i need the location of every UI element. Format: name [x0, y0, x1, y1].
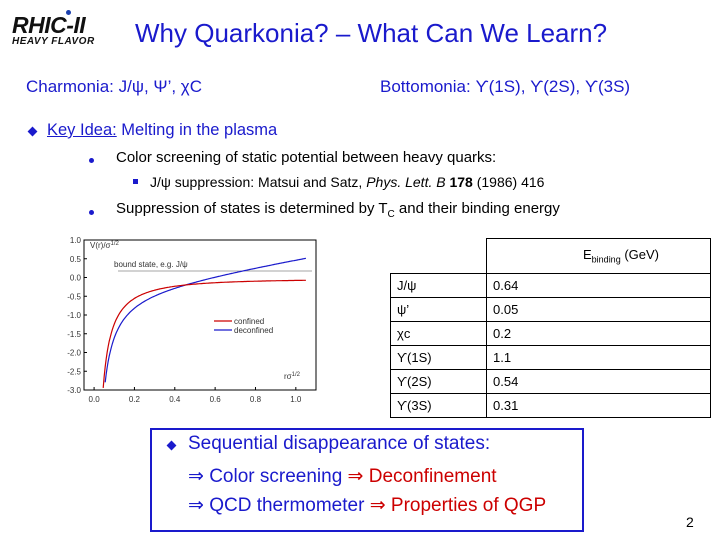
key-idea: Key Idea: Melting in the plasma — [47, 121, 277, 140]
bound-state-label: bound state, e.g. J/ψ — [114, 260, 188, 269]
energy-cell: 1.1 — [486, 345, 711, 370]
state-cell: ϒ(3S) — [390, 393, 487, 418]
table-row: ϒ(1S) 1.1 — [390, 345, 711, 370]
state-cell: ψ’ — [390, 297, 487, 322]
summary-line1: Sequential disappearance of states: — [188, 433, 491, 454]
summary-line3: ⇒ QCD thermometer ⇒ Properties of QGP — [188, 494, 546, 517]
suppression-sub: C — [387, 209, 395, 220]
table-header-row: Ebinding (GeV) — [390, 238, 711, 274]
bullet-suppression: Suppression of states is determined by T… — [116, 200, 560, 220]
state-cell: ϒ(2S) — [390, 369, 487, 394]
qcd-thermometer-text: QCD thermometer — [209, 495, 370, 516]
table-row: χc 0.2 — [390, 321, 711, 346]
energy-cell: 0.05 — [486, 297, 711, 322]
table-header-blank — [390, 238, 487, 274]
y-tick-label: 0.0 — [70, 274, 82, 283]
y-tick-label: -1.0 — [67, 311, 81, 320]
x-axis-label: rσ1/2 — [284, 372, 301, 381]
state-cell: J/ψ — [390, 273, 487, 298]
diamond-bullet-icon — [27, 126, 38, 137]
energy-cell: 0.2 — [486, 321, 711, 346]
energy-cell: 0.64 — [486, 273, 711, 298]
state-cell: χc — [390, 321, 487, 346]
ref-journal: Phys. Lett. B — [366, 174, 446, 190]
x-tick-label: 0.4 — [169, 395, 181, 404]
table-header-energy: Ebinding (GeV) — [486, 238, 711, 274]
bottomonia-heading: Bottomonia: ϒ(1S), ϒ(2S), ϒ(3S) — [380, 77, 631, 96]
y-tick-label: -1.5 — [67, 330, 81, 339]
x-ticks: 0.0 0.2 0.4 0.6 0.8 1.0 — [89, 387, 302, 404]
implies-icon: ⇒ — [347, 466, 364, 487]
deconfinement-text: Deconfinement — [368, 466, 497, 487]
potential-plot: 1.0 0.5 0.0 -0.5 -1.0 -1.5 -2.0 -2.5 -3.0 0.0 0.2… — [67, 236, 317, 404]
ref-post: (1986) 416 — [472, 174, 545, 190]
round-bullet-icon — [89, 158, 94, 163]
bullet-matsui-satz: J/ψ suppression: Matsui and Satz, Phys. … — [150, 174, 544, 190]
summary-line2: ⇒ Color screening ⇒ Deconfinement — [188, 465, 497, 488]
x-tick-label: 0.0 — [89, 395, 101, 404]
implies-icon: ⇒ — [369, 495, 386, 516]
rhic-ii-logo: RHIC-II HEAVY FLAVOR — [8, 10, 114, 50]
qgp-properties-text: Properties of QGP — [390, 495, 547, 516]
y-tick-label: 1.0 — [70, 236, 82, 245]
y-axis-label: V(r)/σ1/2 — [90, 241, 120, 250]
x-tick-label: 1.0 — [290, 395, 302, 404]
logo-line1: RHIC-II — [12, 12, 86, 38]
y-ticks: 1.0 0.5 0.0 -0.5 -1.0 -1.5 -2.0 -2.5 -3.0 — [67, 236, 87, 395]
energy-cell: 0.31 — [486, 393, 711, 418]
y-tick-label: 0.5 — [70, 255, 82, 264]
table-row: J/ψ 0.64 — [390, 273, 711, 298]
x-tick-label: 0.8 — [250, 395, 262, 404]
logo-line2: HEAVY FLAVOR — [12, 36, 95, 47]
suppression-post: and their binding energy — [394, 200, 560, 217]
x-tick-label: 0.6 — [210, 395, 222, 404]
implies-icon: ⇒ — [188, 466, 204, 487]
implies-icon: ⇒ — [188, 495, 204, 516]
table-row: ϒ(3S) 0.31 — [390, 393, 711, 418]
page-number: 2 — [686, 514, 694, 530]
legend-deconfined: deconfined — [234, 326, 273, 335]
deconfined-curve — [102, 279, 306, 388]
y-tick-label: -2.5 — [67, 367, 81, 376]
summary-box — [150, 428, 584, 532]
ref-volume: 178 — [445, 174, 473, 190]
round-bullet-icon — [89, 210, 94, 215]
ref-pre: J/ψ suppression: Matsui and Satz, — [150, 174, 367, 190]
slide-title: Why Quarkonia? – What Can We Learn? — [135, 18, 608, 48]
energy-cell: 0.54 — [486, 369, 711, 394]
table-row: ϒ(2S) 0.54 — [390, 369, 711, 394]
legend-confined: confined — [234, 317, 264, 326]
bullet-color-screening: Color screening of static potential betw… — [116, 149, 497, 166]
y-tick-label: -3.0 — [67, 386, 81, 395]
y-tick-label: -2.0 — [67, 349, 81, 358]
key-idea-label: Key Idea: — [47, 121, 117, 139]
logo-dot — [66, 10, 71, 15]
charmonia-heading: Charmonia: J/ψ, Ψ’, χC — [26, 77, 203, 96]
x-tick-label: 0.2 — [129, 395, 141, 404]
table-row: ψ’ 0.05 — [390, 297, 711, 322]
confined-curve — [104, 257, 307, 383]
suppression-pre: Suppression of states is determined by T — [116, 200, 388, 217]
y-tick-label: -0.5 — [67, 292, 81, 301]
color-screening-text: Color screening — [209, 466, 348, 487]
binding-energy-table: Ebinding (GeV) J/ψ 0.64 ψ’ 0.05 χc 0.2 ϒ(1S… — [390, 238, 711, 418]
state-cell: ϒ(1S) — [390, 345, 487, 370]
key-idea-text: Melting in the plasma — [116, 121, 278, 139]
square-bullet-icon — [133, 179, 138, 184]
